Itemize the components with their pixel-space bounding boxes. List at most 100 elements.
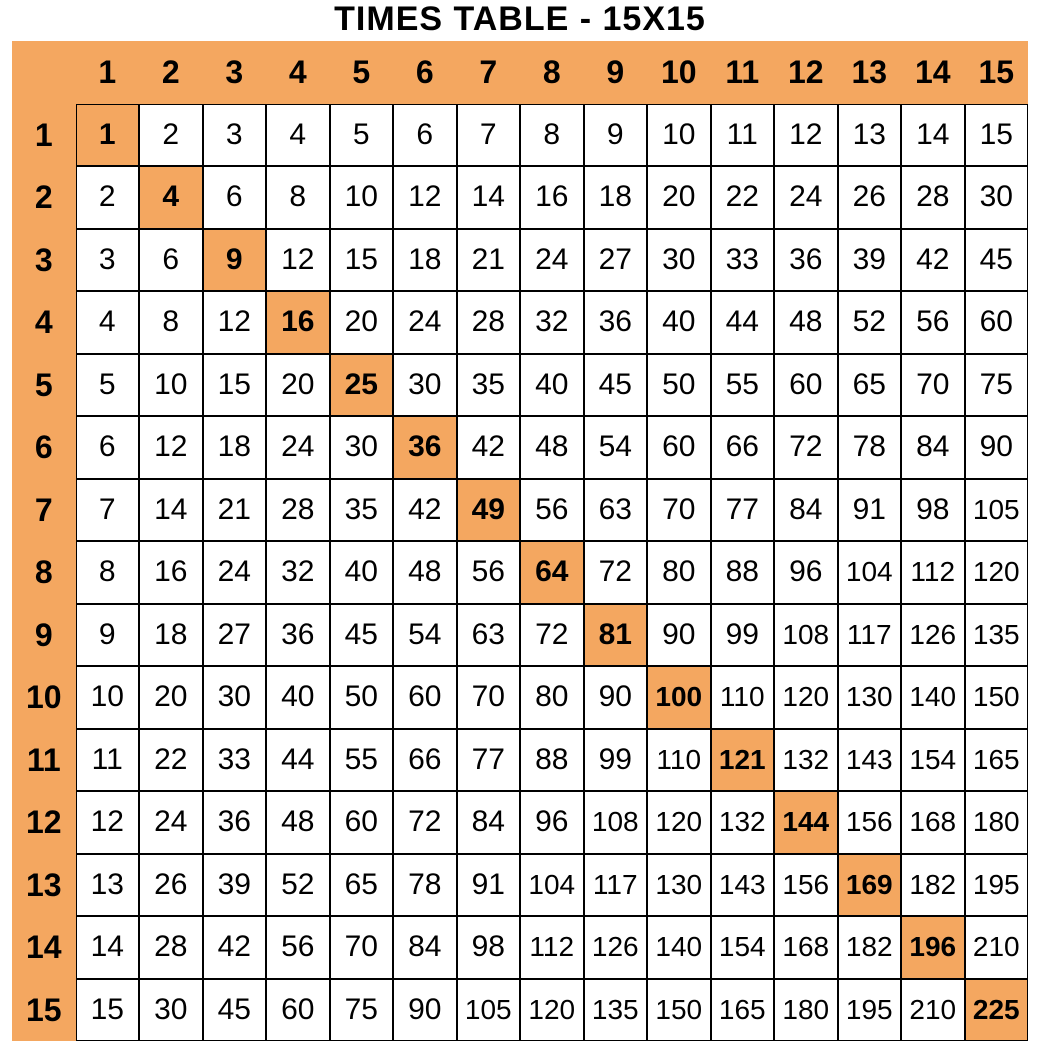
table-cell: 32 [266, 541, 330, 604]
table-cell: 7 [76, 479, 140, 542]
table-cell: 150 [647, 979, 711, 1041]
table-cell: 104 [838, 541, 902, 604]
table-cell: 210 [965, 916, 1029, 979]
diagonal-cell: 1 [76, 104, 140, 167]
table-cell: 91 [457, 854, 521, 917]
table-cell: 48 [774, 291, 838, 354]
table-cell: 30 [139, 979, 203, 1041]
table-cell: 4 [266, 104, 330, 167]
table-cell: 91 [838, 479, 902, 542]
table-cell: 22 [139, 729, 203, 792]
table-cell: 35 [457, 354, 521, 417]
table-cell: 84 [393, 916, 457, 979]
table-cell: 135 [584, 979, 648, 1041]
table-cell: 30 [393, 354, 457, 417]
table-cell: 21 [457, 229, 521, 292]
diagonal-cell: 25 [330, 354, 394, 417]
row-header: 11 [12, 729, 76, 792]
table-cell: 120 [774, 666, 838, 729]
row-header: 6 [12, 416, 76, 479]
table-cell: 30 [965, 166, 1029, 229]
table-cell: 22 [711, 166, 775, 229]
table-cell: 39 [838, 229, 902, 292]
table-cell: 70 [457, 666, 521, 729]
table-cell: 3 [76, 229, 140, 292]
table-cell: 90 [965, 416, 1029, 479]
column-header: 10 [647, 41, 711, 104]
row-header: 12 [12, 791, 76, 854]
table-cell: 156 [774, 854, 838, 917]
table-cell: 8 [76, 541, 140, 604]
diagonal-cell: 16 [266, 291, 330, 354]
table-cell: 5 [330, 104, 394, 167]
table-cell: 12 [76, 791, 140, 854]
table-cell: 12 [203, 291, 267, 354]
table-cell: 36 [203, 791, 267, 854]
table-cell: 60 [393, 666, 457, 729]
table-cell: 126 [901, 604, 965, 667]
table-cell: 30 [647, 229, 711, 292]
table-cell: 16 [139, 541, 203, 604]
table-cell: 8 [139, 291, 203, 354]
table-cell: 36 [584, 291, 648, 354]
table-cell: 14 [139, 479, 203, 542]
table-cell: 105 [457, 979, 521, 1041]
table-cell: 110 [711, 666, 775, 729]
table-cell: 18 [393, 229, 457, 292]
column-header: 13 [838, 41, 902, 104]
table-cell: 84 [457, 791, 521, 854]
table-cell: 77 [457, 729, 521, 792]
table-cell: 20 [330, 291, 394, 354]
table-cell: 70 [901, 354, 965, 417]
diagonal-cell: 64 [520, 541, 584, 604]
table-cell: 35 [330, 479, 394, 542]
table-cell: 117 [584, 854, 648, 917]
row-header: 4 [12, 291, 76, 354]
table-cell: 72 [520, 604, 584, 667]
table-cell: 12 [393, 166, 457, 229]
table-cell: 27 [203, 604, 267, 667]
table-cell: 11 [76, 729, 140, 792]
table-cell: 84 [901, 416, 965, 479]
table-cell: 140 [647, 916, 711, 979]
row-header: 13 [12, 854, 76, 917]
table-cell: 45 [203, 979, 267, 1041]
table-cell: 6 [393, 104, 457, 167]
table-cell: 26 [139, 854, 203, 917]
table-cell: 66 [393, 729, 457, 792]
table-cell: 30 [330, 416, 394, 479]
table-cell: 180 [965, 791, 1029, 854]
table-cell: 143 [838, 729, 902, 792]
table-cell: 24 [774, 166, 838, 229]
table-cell: 40 [266, 666, 330, 729]
diagonal-cell: 4 [139, 166, 203, 229]
table-cell: 135 [965, 604, 1029, 667]
table-cell: 180 [774, 979, 838, 1041]
table-cell: 16 [520, 166, 584, 229]
table-cell: 168 [901, 791, 965, 854]
table-cell: 75 [330, 979, 394, 1041]
table-cell: 28 [901, 166, 965, 229]
table-cell: 70 [647, 479, 711, 542]
column-header: 11 [711, 41, 775, 104]
table-cell: 70 [330, 916, 394, 979]
table-cell: 56 [266, 916, 330, 979]
table-cell: 24 [139, 791, 203, 854]
row-header: 9 [12, 604, 76, 667]
table-cell: 9 [584, 104, 648, 167]
table-cell: 15 [76, 979, 140, 1041]
table-cell: 55 [711, 354, 775, 417]
table-cell: 42 [901, 229, 965, 292]
table-cell: 98 [901, 479, 965, 542]
column-header: 5 [330, 41, 394, 104]
table-cell: 8 [266, 166, 330, 229]
table-cell: 56 [457, 541, 521, 604]
table-cell: 75 [965, 354, 1029, 417]
table-cell: 52 [838, 291, 902, 354]
table-cell: 24 [266, 416, 330, 479]
table-cell: 60 [266, 979, 330, 1041]
column-header: 9 [584, 41, 648, 104]
diagonal-cell: 196 [901, 916, 965, 979]
table-cell: 112 [520, 916, 584, 979]
table-cell: 45 [584, 354, 648, 417]
